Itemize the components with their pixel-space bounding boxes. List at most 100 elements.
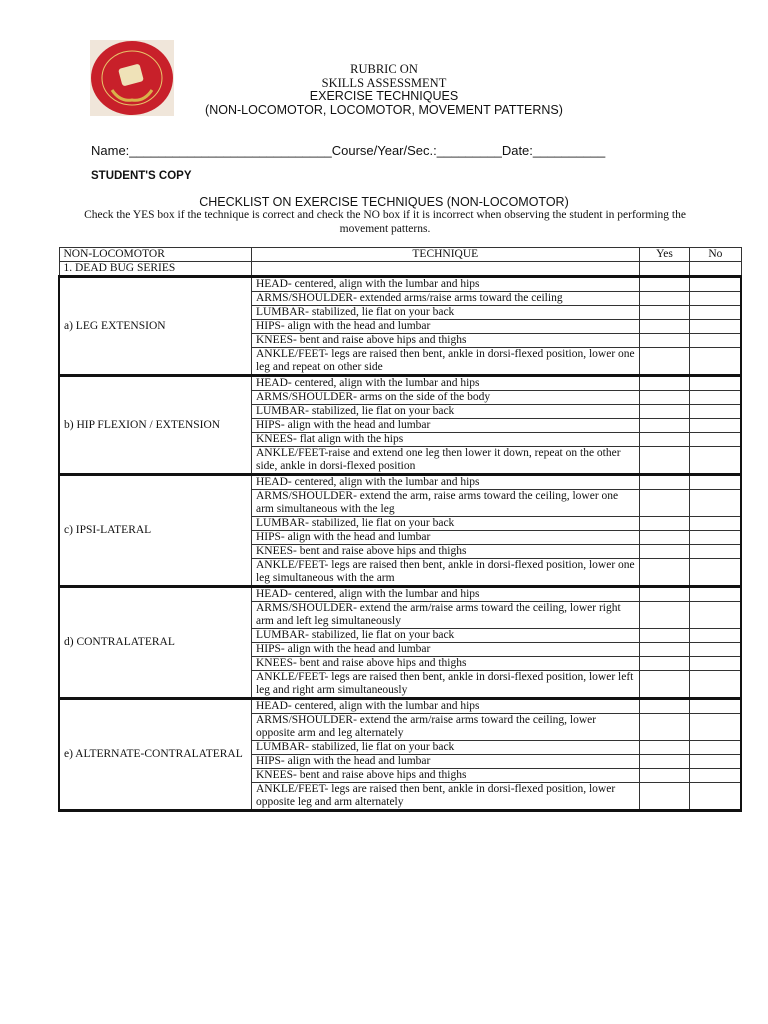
technique-text: HIPS- align with the head and lumbar <box>250 754 640 769</box>
yes-checkbox[interactable] <box>638 713 691 741</box>
technique-text: HIPS- align with the head and lumbar <box>250 642 640 657</box>
no-checkbox[interactable] <box>689 670 743 699</box>
no-checkbox[interactable] <box>689 333 743 348</box>
no-checkbox[interactable] <box>689 390 743 405</box>
yes-checkbox[interactable] <box>638 642 691 657</box>
no-checkbox[interactable] <box>689 768 743 783</box>
yes-checkbox[interactable] <box>638 585 691 602</box>
no-checkbox[interactable] <box>689 628 743 643</box>
no-checkbox[interactable] <box>689 404 743 419</box>
title-line: RUBRIC ON <box>350 62 418 76</box>
yes-checkbox[interactable] <box>638 275 691 292</box>
yes-checkbox[interactable] <box>638 374 691 391</box>
yes-checkbox[interactable] <box>638 446 691 475</box>
copy-label: STUDENT'S COPY <box>91 170 192 182</box>
document-title: RUBRIC ON SKILLS ASSESSMENT EXERCISE TEC… <box>0 62 768 117</box>
yes-checkbox[interactable] <box>638 656 691 671</box>
no-checkbox[interactable] <box>689 291 743 306</box>
technique-text: KNEES- bent and raise above hips and thi… <box>250 656 640 671</box>
technique-row: ARMS/SHOULDER- extend the arm/raise arms… <box>59 713 743 741</box>
checklist-title: CHECKLIST ON EXERCISE TECHNIQUES (NON-LO… <box>199 195 569 209</box>
no-checkbox[interactable] <box>689 740 743 755</box>
technique-row: ARMS/SHOULDER- extended arms/raise arms … <box>59 291 743 306</box>
no-checkbox[interactable] <box>689 319 743 334</box>
technique-row: ARMS/SHOULDER- arms on the side of the b… <box>59 390 743 405</box>
yes-checkbox[interactable] <box>638 347 691 376</box>
no-checkbox[interactable] <box>689 305 743 320</box>
empty-cell <box>689 261 742 277</box>
technique-text: LUMBAR- stabilized, lie flat on your bac… <box>250 740 640 755</box>
no-checkbox[interactable] <box>689 585 743 602</box>
empty-cell <box>250 261 640 277</box>
technique-row: HIPS- align with the head and lumbar <box>59 319 743 334</box>
yes-checkbox[interactable] <box>638 418 691 433</box>
technique-row: a) LEG EXTENSION HEAD- centered, align wi… <box>57 275 743 376</box>
technique-text: ANKLE/FEET- legs are raised then bent, a… <box>250 782 640 812</box>
technique-text: HEAD- centered, align with the lumbar an… <box>250 697 640 714</box>
no-checkbox[interactable] <box>689 347 743 376</box>
header-row: NON-LOCOMOTOR TECHNIQUE Yes No <box>58 247 742 262</box>
yes-checkbox[interactable] <box>638 768 691 783</box>
exercise-name: b) HIP FLEXION / EXTENSION <box>57 374 252 475</box>
yes-checkbox[interactable] <box>638 628 691 643</box>
no-checkbox[interactable] <box>689 656 743 671</box>
yes-checkbox[interactable] <box>638 390 691 405</box>
yes-checkbox[interactable] <box>638 558 691 587</box>
technique-row: HIPS- align with the head and lumbar <box>59 754 743 769</box>
yes-checkbox[interactable] <box>638 530 691 545</box>
no-checkbox[interactable] <box>689 446 743 475</box>
yes-checkbox[interactable] <box>638 432 691 447</box>
yes-checkbox[interactable] <box>638 404 691 419</box>
no-checkbox[interactable] <box>689 275 743 292</box>
yes-checkbox[interactable] <box>638 319 691 334</box>
technique-row: ANKLE/FEET- legs are raised then bent, a… <box>59 558 743 587</box>
no-checkbox[interactable] <box>689 713 743 741</box>
no-checkbox[interactable] <box>689 782 743 812</box>
technique-row: KNEES- bent and raise above hips and thi… <box>59 333 743 348</box>
yes-checkbox[interactable] <box>638 601 691 629</box>
yes-checkbox[interactable] <box>638 473 691 490</box>
technique-text: LUMBAR- stabilized, lie flat on your bac… <box>250 516 640 531</box>
no-checkbox[interactable] <box>689 432 743 447</box>
yes-checkbox[interactable] <box>638 291 691 306</box>
technique-text: ARMS/SHOULDER- extended arms/raise arms … <box>250 291 640 306</box>
no-checkbox[interactable] <box>689 697 743 714</box>
technique-text: KNEES- bent and raise above hips and thi… <box>250 768 640 783</box>
empty-cell <box>638 261 691 277</box>
yes-checkbox[interactable] <box>638 740 691 755</box>
university-seal-logo <box>90 40 174 116</box>
series-label: 1. DEAD BUG SERIES <box>58 261 252 277</box>
technique-text: KNEES- bent and raise above hips and thi… <box>250 544 640 559</box>
yes-checkbox[interactable] <box>638 782 691 812</box>
student-info-line[interactable]: Name:____________________________Course/… <box>91 143 606 158</box>
checklist-table: NON-LOCOMOTOR TECHNIQUE Yes No 1. DEAD B… <box>57 247 743 812</box>
yes-checkbox[interactable] <box>638 697 691 714</box>
yes-checkbox[interactable] <box>638 670 691 699</box>
no-checkbox[interactable] <box>689 558 743 587</box>
no-checkbox[interactable] <box>689 601 743 629</box>
no-checkbox[interactable] <box>689 544 743 559</box>
no-checkbox[interactable] <box>689 473 743 490</box>
no-checkbox[interactable] <box>689 489 743 517</box>
technique-text: ANKLE/FEET- legs are raised then bent, a… <box>250 347 640 376</box>
yes-checkbox[interactable] <box>638 489 691 517</box>
yes-checkbox[interactable] <box>638 544 691 559</box>
no-checkbox[interactable] <box>689 374 743 391</box>
no-checkbox[interactable] <box>689 642 743 657</box>
title-line: EXERCISE TECHNIQUES <box>309 89 459 103</box>
yes-checkbox[interactable] <box>638 305 691 320</box>
technique-text: KNEES- bent and raise above hips and thi… <box>250 333 640 348</box>
title-line: SKILLS ASSESSMENT <box>321 75 447 90</box>
no-checkbox[interactable] <box>689 530 743 545</box>
yes-checkbox[interactable] <box>638 754 691 769</box>
no-checkbox[interactable] <box>689 754 743 769</box>
yes-checkbox[interactable] <box>638 516 691 531</box>
no-checkbox[interactable] <box>689 516 743 531</box>
no-checkbox[interactable] <box>689 418 743 433</box>
technique-row: ARMS/SHOULDER- extend the arm/raise arms… <box>59 601 743 629</box>
exercise-name: e) ALTERNATE-CONTRALATERAL <box>57 697 252 812</box>
technique-text: ANKLE/FEET- legs are raised then bent, a… <box>250 558 640 587</box>
technique-text: LUMBAR- stabilized, lie flat on your bac… <box>250 305 640 320</box>
yes-checkbox[interactable] <box>638 333 691 348</box>
